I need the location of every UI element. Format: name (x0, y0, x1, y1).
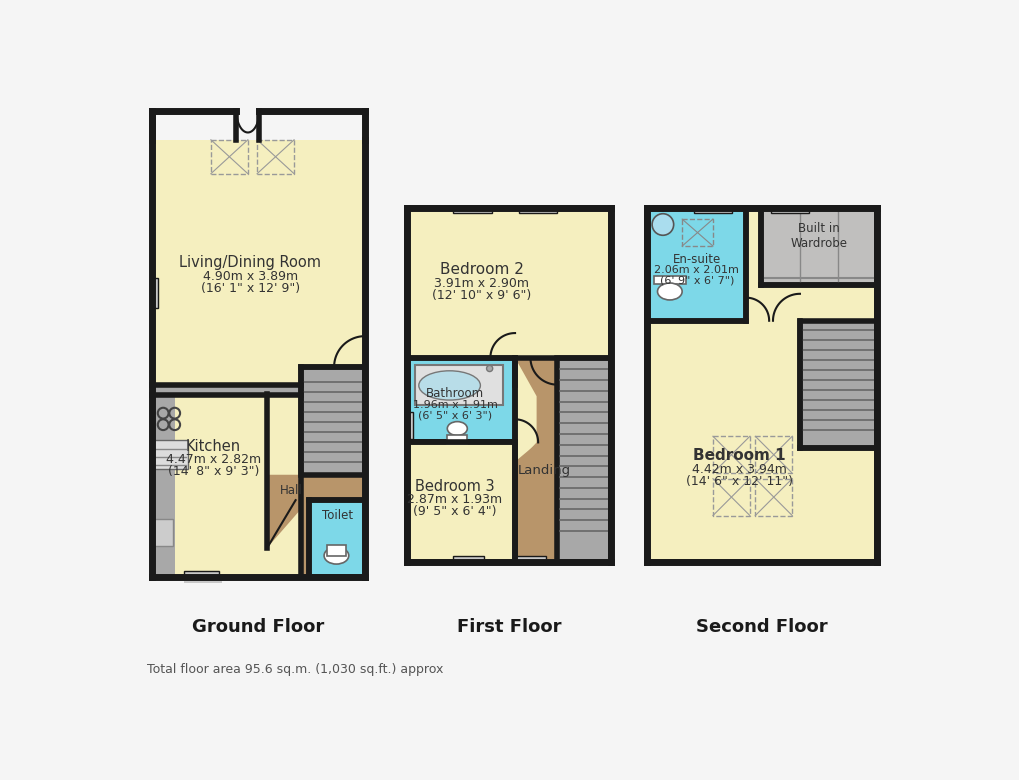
Bar (301, 475, 365, 577)
Text: Toilet: Toilet (321, 509, 353, 522)
Text: Bathroom: Bathroom (426, 388, 484, 400)
Bar (712, 436, 749, 473)
Ellipse shape (447, 422, 467, 435)
Bar (415, 365, 503, 406)
Bar (152, 394, 174, 509)
Bar (153, 519, 173, 546)
Bar (647, 207, 876, 562)
Bar (799, 321, 876, 448)
Bar (153, 440, 187, 470)
Bar (211, 140, 248, 174)
Text: Hall: Hall (280, 484, 303, 497)
Text: 3.91m x 2.90m: 3.91m x 2.90m (434, 277, 529, 289)
Bar (309, 500, 365, 577)
Bar (693, 207, 732, 213)
Polygon shape (267, 475, 365, 548)
Ellipse shape (419, 370, 480, 400)
Text: Ground Floor: Ground Floor (192, 619, 324, 636)
Text: 2.87m x 1.93m: 2.87m x 1.93m (407, 493, 502, 506)
Bar (647, 207, 745, 321)
Circle shape (651, 214, 673, 236)
Bar (761, 207, 876, 285)
Text: Bedroom 1: Bedroom 1 (692, 448, 785, 463)
Bar (770, 207, 808, 213)
Circle shape (486, 365, 492, 371)
Text: Total floor area 95.6 sq.m. (1,030 sq.ft.) approx: Total floor area 95.6 sq.m. (1,030 sq.ft… (147, 663, 443, 676)
Text: 4.47m x 2.82m: 4.47m x 2.82m (165, 453, 261, 466)
Polygon shape (515, 358, 610, 562)
Bar (407, 207, 610, 562)
Text: Second Floor: Second Floor (696, 619, 827, 636)
Text: 1.96m x 1.91m: 1.96m x 1.91m (412, 399, 497, 410)
Bar (682, 219, 712, 246)
Bar (327, 544, 345, 555)
Bar (152, 140, 365, 577)
Text: (6' 5" x 6' 3"): (6' 5" x 6' 3") (418, 410, 491, 420)
Bar (754, 436, 792, 473)
Text: Landing: Landing (518, 464, 571, 477)
Text: 2.06m x 2.01m: 2.06m x 2.01m (654, 265, 739, 275)
Bar (407, 358, 515, 442)
Ellipse shape (657, 283, 682, 300)
Bar (754, 479, 792, 516)
Bar (152, 278, 158, 307)
Text: (14' 6" x 12' 11"): (14' 6" x 12' 11") (685, 475, 792, 488)
Text: Bedroom 3: Bedroom 3 (415, 479, 494, 494)
Bar (453, 556, 484, 562)
Text: Built in
Wardrobe: Built in Wardrobe (790, 222, 847, 250)
Text: Bedroom 2: Bedroom 2 (439, 261, 524, 277)
Bar (257, 140, 293, 174)
Ellipse shape (324, 547, 348, 564)
Bar (407, 442, 515, 562)
Text: Kitchen: Kitchen (185, 439, 240, 454)
Text: En-suite: En-suite (672, 253, 720, 266)
Bar (653, 276, 686, 284)
Text: (12' 10" x 9' 6"): (12' 10" x 9' 6") (432, 289, 531, 302)
Bar (183, 577, 222, 583)
Text: (9' 5" x 6' 4"): (9' 5" x 6' 4") (413, 505, 496, 518)
Bar (183, 571, 218, 577)
Text: (14' 8" x 9' 3"): (14' 8" x 9' 3") (167, 465, 259, 478)
Bar (515, 556, 545, 562)
Bar (556, 358, 610, 562)
Text: 4.90m x 3.89m: 4.90m x 3.89m (203, 270, 298, 282)
Bar (519, 207, 556, 213)
Bar (301, 367, 365, 475)
Text: (6' 9" x 6' 7"): (6' 9" x 6' 7") (659, 275, 734, 285)
Text: Living/Dining Room: Living/Dining Room (179, 256, 321, 271)
Bar (453, 207, 491, 213)
Text: First Floor: First Floor (457, 619, 560, 636)
Bar (152, 385, 301, 395)
Polygon shape (515, 358, 610, 562)
Text: (16' 1" x 12' 9"): (16' 1" x 12' 9") (201, 282, 300, 295)
Bar (712, 479, 749, 516)
Bar (152, 394, 174, 577)
Bar (407, 412, 413, 438)
Text: 4.42m x 3.94m: 4.42m x 3.94m (691, 463, 786, 476)
Bar (447, 434, 467, 444)
